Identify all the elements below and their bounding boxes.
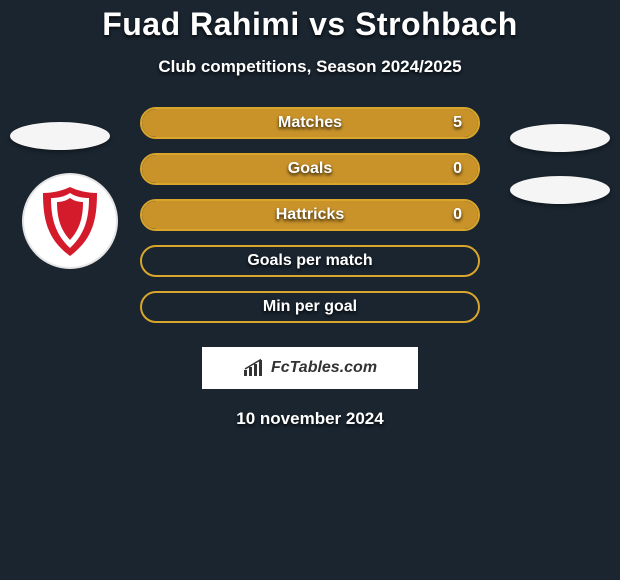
left-player-ellipse	[10, 122, 110, 150]
stat-row-goals: Goals 0	[140, 153, 480, 185]
subtitle: Club competitions, Season 2024/2025	[0, 57, 620, 77]
stat-row-min-per-goal: Min per goal	[140, 291, 480, 323]
stat-label: Min per goal	[263, 298, 357, 316]
brand-text: FcTables.com	[271, 359, 377, 377]
chart-icon	[243, 359, 265, 377]
stat-label: Goals per match	[247, 252, 372, 270]
club-badge	[20, 171, 120, 271]
brand-badge: FcTables.com	[202, 347, 418, 389]
stat-value: 5	[453, 114, 462, 132]
stat-label: Matches	[278, 114, 342, 132]
stat-label: Hattricks	[276, 206, 344, 224]
page-title: Fuad Rahimi vs Strohbach	[0, 6, 620, 43]
comparison-card: Fuad Rahimi vs Strohbach Club competitio…	[0, 0, 620, 580]
stat-value: 0	[453, 206, 462, 224]
right-player-ellipse-1	[510, 124, 610, 152]
date-line: 10 november 2024	[0, 409, 620, 429]
stat-row-hattricks: Hattricks 0	[140, 199, 480, 231]
stat-row-goals-per-match: Goals per match	[140, 245, 480, 277]
stat-row-matches: Matches 5	[140, 107, 480, 139]
stat-value: 0	[453, 160, 462, 178]
stat-label: Goals	[288, 160, 332, 178]
right-player-ellipse-2	[510, 176, 610, 204]
